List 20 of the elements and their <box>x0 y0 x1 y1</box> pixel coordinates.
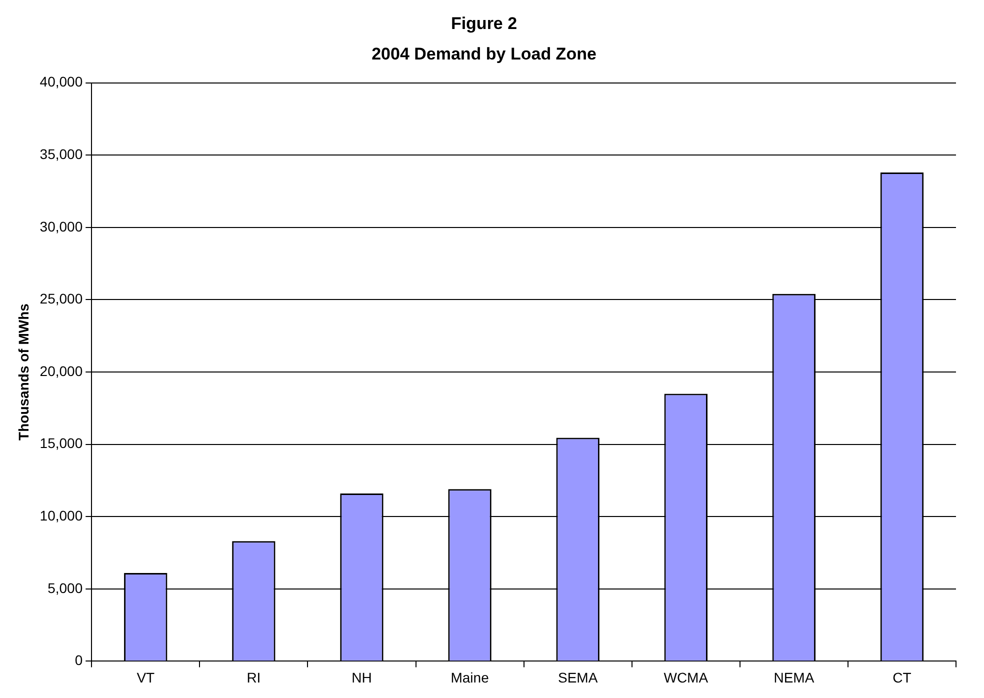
y-tick-label: 20,000 <box>40 362 83 379</box>
x-tick-label: NH <box>352 669 372 686</box>
y-tick-label: 25,000 <box>40 290 83 307</box>
y-tick-label: 5,000 <box>48 580 83 596</box>
chart-title: Figure 2 <box>450 14 518 33</box>
y-tick-label: 30,000 <box>40 218 83 234</box>
x-tick-label: NEMA <box>774 669 815 686</box>
x-tick-label: WCMA <box>664 669 709 686</box>
x-tick-label: Maine <box>450 669 490 686</box>
y-tick-label: 15,000 <box>40 435 83 452</box>
x-tick-label: VT <box>136 669 156 686</box>
y-tick-label: 35,000 <box>40 146 83 162</box>
y-tick-label: 0 <box>74 652 83 668</box>
y-tick-label: 40,000 <box>40 74 83 90</box>
x-tick-label: SEMA <box>558 669 598 686</box>
y-tick-label: 10,000 <box>40 507 83 524</box>
x-tick-label: CT <box>892 669 912 686</box>
x-tick-label: RI <box>246 669 261 686</box>
chart-subtitle: 2004 Demand by Load Zone <box>372 44 596 64</box>
y-axis-title: Thousands of MWhs <box>15 303 32 440</box>
